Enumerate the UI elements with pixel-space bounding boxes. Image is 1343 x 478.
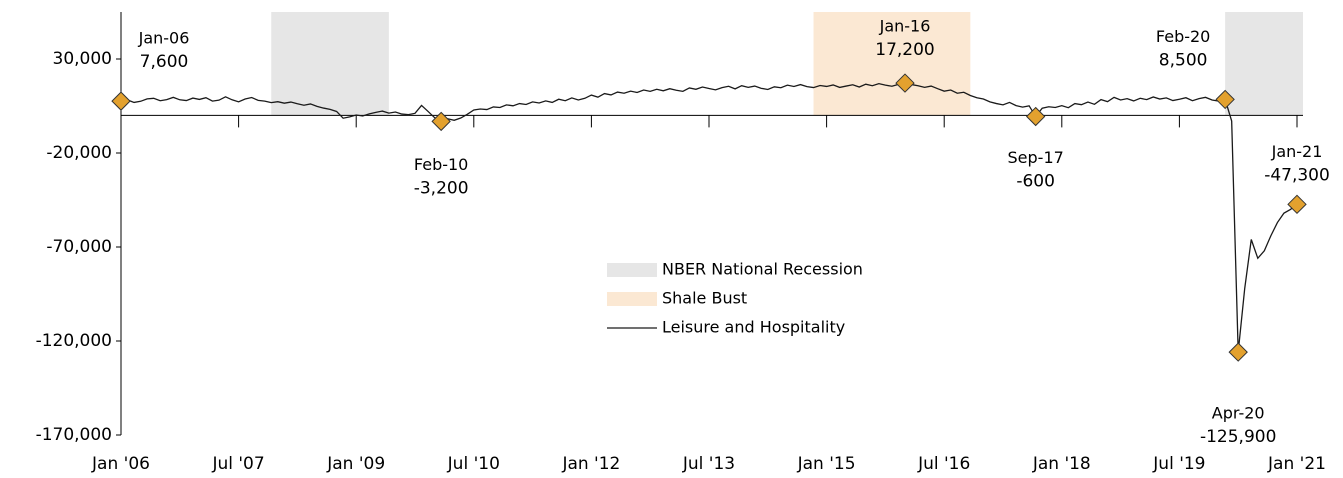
annotation-value: 17,200 <box>875 40 934 60</box>
x-tick-label: Jan '21 <box>1267 454 1326 474</box>
x-tick-label: Jan '06 <box>91 454 150 474</box>
annotation-value: -3,200 <box>414 178 469 198</box>
data-line <box>120 82 1298 353</box>
x-tick-label: Jan '12 <box>561 454 620 474</box>
annotation-label: Apr-20 <box>1212 404 1265 423</box>
legend-label: Shale Bust <box>662 289 747 308</box>
marker <box>1287 194 1307 215</box>
annotation-label: Sep-17 <box>1008 148 1064 167</box>
x-tick-label: Jan '18 <box>1032 454 1091 474</box>
annotation-value: 7,600 <box>140 52 189 72</box>
y-tick-label: -170,000 <box>36 425 112 445</box>
y-tick-label: -120,000 <box>36 331 112 351</box>
legend-swatch <box>607 292 657 306</box>
legend-swatch <box>607 263 657 277</box>
annotation-value: -600 <box>1016 172 1055 192</box>
annotation-value: 8,500 <box>1159 50 1208 70</box>
marker <box>1025 106 1046 127</box>
shading-band <box>813 12 971 116</box>
x-tick-label: Jul '10 <box>447 454 500 474</box>
annotation-label: Jan-06 <box>138 29 190 48</box>
marker <box>431 111 451 132</box>
annotation-label: Jan-21 <box>1271 142 1323 161</box>
marker <box>111 91 131 111</box>
y-tick-label: -20,000 <box>46 143 112 163</box>
x-tick-label: Jul '13 <box>682 454 735 474</box>
y-tick-label: 30,000 <box>53 49 112 69</box>
annotation-label: Jan-16 <box>879 17 931 36</box>
y-tick-label: -70,000 <box>46 237 112 257</box>
marker <box>1215 89 1235 110</box>
legend-label: Leisure and Hospitality <box>662 318 845 337</box>
annotation-value: -125,900 <box>1200 427 1276 447</box>
x-tick-label: Jul '16 <box>917 454 970 474</box>
x-tick-label: Jan '09 <box>326 454 385 474</box>
x-tick-label: Jan '15 <box>797 454 856 474</box>
annotation-label: Feb-10 <box>414 155 468 174</box>
x-tick-label: Jul '19 <box>1152 454 1205 474</box>
annotation-label: Feb-20 <box>1156 27 1210 46</box>
marker <box>1228 342 1248 362</box>
marker <box>895 73 915 93</box>
shading-band <box>1225 12 1303 116</box>
x-tick-label: Jul '07 <box>211 454 264 474</box>
shading-band <box>271 12 389 116</box>
annotation-value: -47,300 <box>1264 165 1330 185</box>
legend-label: NBER National Recession <box>662 260 863 279</box>
